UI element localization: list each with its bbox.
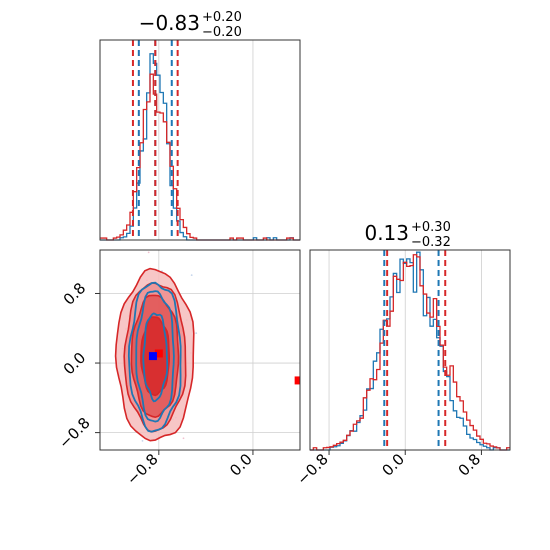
- joint-scatter-point: [141, 439, 144, 442]
- joint-markers: [148, 349, 300, 385]
- hist2-series-red: [310, 254, 510, 451]
- hist2-grid: [328, 250, 482, 450]
- joint-marker-red: [154, 349, 163, 358]
- hist2-xtick-label: −0.8: [293, 450, 331, 488]
- hist2-series: [310, 251, 510, 451]
- joint-contour-blue: [135, 290, 175, 423]
- joint-xtick-label: 0.0: [226, 450, 256, 480]
- hist1-series-red: [100, 73, 300, 241]
- joint-scatter-point: [190, 274, 193, 277]
- hist2-quantile-lines: [383, 250, 447, 450]
- hist2-x-ticks: −0.8 0.0 0.8: [293, 450, 484, 489]
- hist2-series-blue: [310, 251, 510, 451]
- joint-contour-blue: [142, 312, 169, 403]
- hist1-series: [100, 53, 300, 241]
- hist1-grid: [158, 40, 254, 240]
- hist2-title-minus: −0.32: [411, 235, 451, 250]
- joint-ytick-label: −0.8: [55, 414, 93, 452]
- joint-y-ticks: 0.8 0.0 −0.8: [55, 279, 100, 452]
- hist1-title-value: −0.83: [139, 11, 200, 35]
- hist1-title-plus: +0.20: [202, 10, 242, 25]
- joint-marker-outlier: [294, 376, 300, 385]
- hist-panel-param1: −0.83 +0.20 −0.20: [99, 10, 301, 241]
- hist2-title-plus: +0.30: [411, 220, 451, 235]
- hist2-xtick-label: 0.8: [455, 450, 485, 480]
- hist1-quantile-lines: [131, 40, 179, 240]
- hist1-title-minus: −0.20: [202, 25, 242, 40]
- hist-panel-param2: 0.13 +0.30 −0.32 −0.8 0.0 0.8: [293, 220, 511, 489]
- joint-contour-blue: [127, 281, 182, 433]
- joint-ytick-label: 0.0: [60, 349, 90, 379]
- joint-panel: −0.8 0.0 0.8 0.0 −0.8: [55, 249, 301, 489]
- joint-x-ticks: −0.8 0.0: [123, 450, 256, 489]
- joint-marker-blue: [148, 352, 157, 361]
- joint-scatter-point: [147, 251, 150, 254]
- joint-scatter-point: [182, 437, 185, 440]
- joint-ytick-label: 0.8: [60, 279, 90, 309]
- joint-xtick-label: −0.8: [123, 450, 161, 488]
- hist2-title-value: 0.13: [364, 221, 409, 245]
- joint-frame: [99, 249, 301, 451]
- joint-scatter-point: [195, 332, 198, 335]
- hist2-frame: [309, 249, 511, 451]
- hist2-xtick-label: 0.0: [378, 450, 408, 480]
- hist1-frame: [99, 39, 301, 241]
